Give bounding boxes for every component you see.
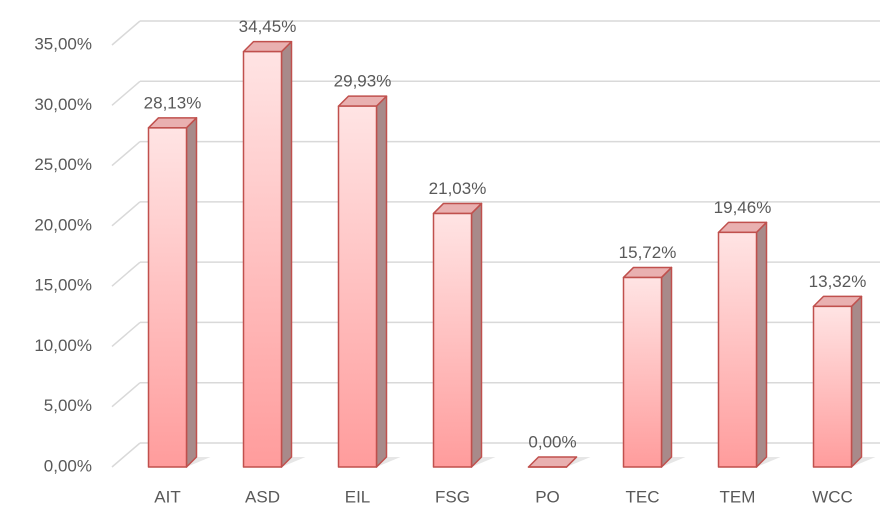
bar-front <box>622 276 663 468</box>
bar <box>622 266 673 468</box>
bar <box>432 202 483 468</box>
bar-side <box>755 221 768 468</box>
bar-side <box>660 266 673 468</box>
bar <box>242 40 293 468</box>
x-tick-label: TEC <box>626 487 660 506</box>
y-tick-label: 0,00% <box>44 456 92 475</box>
x-tick-label: EIL <box>345 487 371 506</box>
grid-edge <box>111 141 141 167</box>
bar-front <box>337 105 378 468</box>
bar-side <box>280 40 293 468</box>
x-tick-label: TEM <box>720 487 756 506</box>
x-tick-label: ASD <box>245 487 280 506</box>
x-tick-label: FSG <box>435 487 470 506</box>
bar-front <box>147 127 188 468</box>
bar <box>147 117 198 468</box>
grid-edge <box>111 382 141 408</box>
grid-edge <box>111 261 141 287</box>
value-label: 34,45% <box>239 17 297 36</box>
grid-edge <box>111 201 141 227</box>
bar <box>717 221 768 468</box>
bar-front <box>432 212 473 468</box>
x-tick-label: AIT <box>154 487 180 506</box>
bar-side <box>850 295 863 468</box>
value-label: 19,46% <box>714 198 772 217</box>
value-label: 21,03% <box>429 179 487 198</box>
grid-edge <box>111 80 141 106</box>
bar <box>812 295 863 468</box>
bar-side <box>185 117 198 468</box>
y-tick-label: 25,00% <box>34 155 92 174</box>
bar-front <box>242 50 283 468</box>
y-tick-label: 35,00% <box>34 34 92 53</box>
bar <box>337 95 388 468</box>
value-label: 15,72% <box>619 243 677 262</box>
x-tick-label: PO <box>535 487 560 506</box>
grid-edge <box>111 321 141 347</box>
y-tick-label: 5,00% <box>44 396 92 415</box>
bar-side <box>470 202 483 468</box>
bar-side <box>375 95 388 468</box>
bar-front <box>717 231 758 468</box>
x-tick-label: WCC <box>812 487 853 506</box>
y-tick-label: 20,00% <box>34 215 92 234</box>
y-tick-label: 10,00% <box>34 336 92 355</box>
y-tick-label: 30,00% <box>34 95 92 114</box>
value-label: 28,13% <box>144 93 202 112</box>
grid-edge <box>111 442 141 468</box>
bar <box>527 456 578 468</box>
y-tick-label: 15,00% <box>34 276 92 295</box>
value-label: 0,00% <box>528 432 576 451</box>
bar-front <box>812 305 853 468</box>
value-label: 29,93% <box>334 72 392 91</box>
value-label: 13,32% <box>809 272 867 291</box>
grid-edge <box>111 20 141 46</box>
